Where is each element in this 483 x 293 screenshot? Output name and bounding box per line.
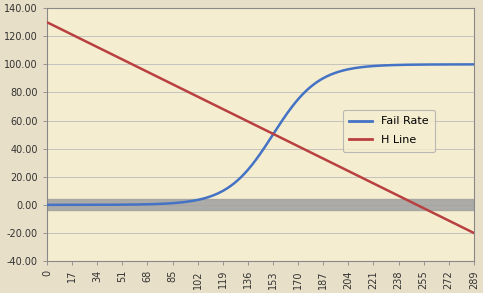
Fail Rate bbox=[471, 63, 477, 66]
H Line bbox=[337, 165, 343, 169]
Fail Rate bbox=[337, 69, 343, 73]
H Line bbox=[87, 42, 93, 45]
H Line bbox=[377, 185, 383, 188]
H Line bbox=[44, 21, 50, 24]
Bar bbox=[47, 199, 474, 210]
Fail Rate bbox=[87, 203, 93, 207]
H Line bbox=[471, 231, 477, 235]
Fail Rate bbox=[377, 64, 383, 67]
Line: H Line: H Line bbox=[47, 22, 474, 233]
Fail Rate bbox=[232, 181, 238, 184]
H Line bbox=[217, 106, 223, 109]
Fail Rate bbox=[44, 203, 50, 207]
H Line bbox=[384, 189, 390, 192]
Line: Fail Rate: Fail Rate bbox=[47, 64, 474, 205]
Fail Rate bbox=[384, 64, 390, 67]
Fail Rate bbox=[217, 191, 223, 194]
H Line bbox=[232, 113, 238, 117]
Legend: Fail Rate, H Line: Fail Rate, H Line bbox=[343, 110, 435, 152]
